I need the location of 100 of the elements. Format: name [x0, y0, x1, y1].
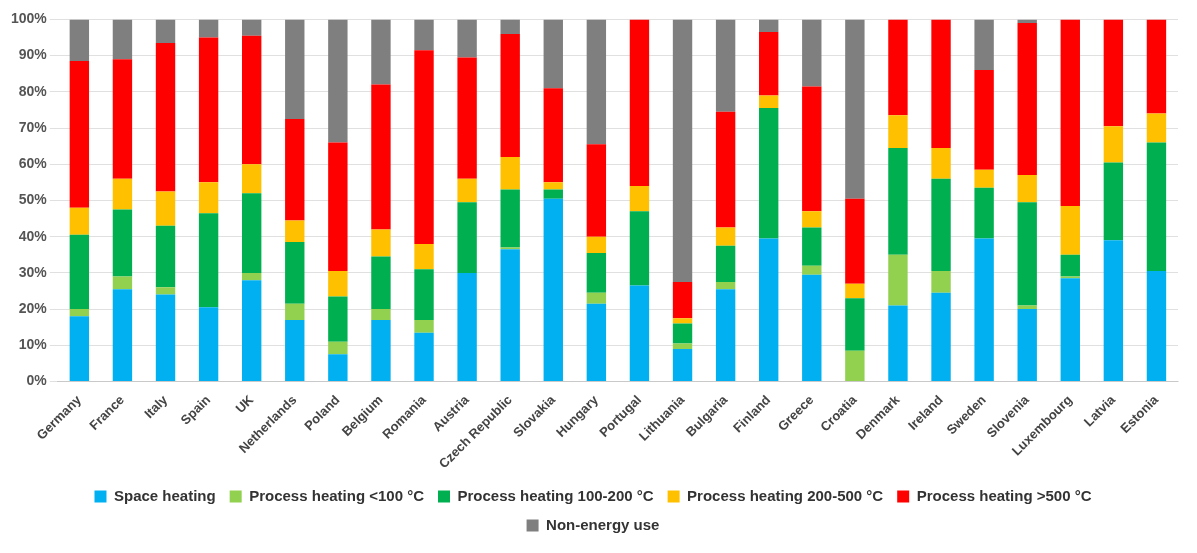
- bar: [414, 269, 434, 320]
- bar: [112, 19, 133, 60]
- y-tick-label: 40%: [18, 227, 48, 244]
- bar: [672, 318, 693, 324]
- bar: [715, 289, 736, 382]
- bar: [586, 19, 607, 145]
- bar: [543, 189, 563, 199]
- bar: [802, 227, 822, 266]
- bar: [69, 309, 90, 317]
- bar: [112, 59, 133, 179]
- bar: [500, 157, 520, 190]
- bar: [543, 19, 563, 89]
- bar: [500, 19, 520, 34]
- bar: [328, 341, 348, 355]
- bar: [802, 265, 822, 275]
- bar: [155, 225, 176, 288]
- bar: [672, 19, 693, 282]
- bar: [586, 252, 607, 293]
- bar: [974, 187, 994, 239]
- bar: [112, 209, 133, 277]
- bar: [198, 213, 219, 308]
- bar: [155, 42, 176, 192]
- bar: [931, 147, 951, 179]
- bar: [285, 319, 305, 382]
- y-tick-label: 30%: [18, 263, 48, 280]
- bar: [155, 19, 176, 43]
- bar: [371, 309, 391, 320]
- bar: [586, 303, 607, 382]
- bar: [371, 229, 391, 257]
- bar: [328, 142, 348, 272]
- bar: [759, 108, 779, 239]
- y-tick-label: 100%: [10, 10, 48, 27]
- legend-label: Non-energy use: [546, 515, 660, 533]
- bar: [759, 238, 779, 382]
- bar: [457, 272, 477, 382]
- bar: [1060, 19, 1080, 206]
- bar: [112, 178, 133, 210]
- bar: [241, 164, 262, 194]
- bar: [241, 193, 262, 273]
- bar: [371, 84, 391, 230]
- legend-label: Process heating 100-200 °C: [457, 486, 654, 504]
- bar: [457, 178, 477, 203]
- bar: [629, 185, 650, 212]
- y-tick-label: 70%: [18, 118, 48, 135]
- bar: [285, 220, 305, 243]
- bar: [1146, 19, 1167, 114]
- bar: [285, 242, 305, 304]
- legend-label: Process heating 200-500 °C: [687, 486, 884, 504]
- bar: [931, 178, 951, 272]
- bar: [1060, 278, 1080, 382]
- bar: [285, 118, 305, 221]
- bar: [1017, 305, 1037, 310]
- bar: [69, 234, 90, 310]
- bar: [888, 305, 908, 382]
- bar: [155, 294, 176, 382]
- bar: [974, 70, 994, 170]
- y-tick-label: 20%: [18, 299, 48, 316]
- bar: [586, 292, 607, 304]
- bar: [69, 19, 90, 62]
- bar: [672, 348, 693, 382]
- bar: [845, 283, 865, 299]
- bar: [845, 298, 865, 351]
- bar: [198, 307, 219, 382]
- bar: [629, 211, 650, 286]
- bar: [241, 272, 262, 281]
- bar: [1017, 202, 1037, 306]
- bar: [371, 19, 391, 85]
- bar: [1146, 142, 1167, 272]
- y-tick-label: 80%: [18, 82, 48, 99]
- y-tick-label: 10%: [18, 336, 48, 353]
- bar: [672, 343, 693, 349]
- bar: [759, 19, 779, 33]
- bar: [414, 319, 434, 333]
- bar: [888, 19, 908, 116]
- bar: [715, 227, 736, 246]
- bar: [457, 57, 477, 179]
- bar: [155, 287, 176, 295]
- bar: [931, 19, 951, 148]
- bar: [1146, 113, 1167, 143]
- y-tick-label: 60%: [18, 155, 48, 172]
- bar: [1103, 19, 1124, 127]
- bar: [715, 245, 736, 282]
- bar: [69, 61, 90, 208]
- bar: [931, 271, 951, 293]
- bar: [586, 236, 607, 253]
- bar: [888, 147, 908, 255]
- bar: [69, 207, 90, 235]
- y-tick-label: 50%: [18, 191, 48, 208]
- bar: [1103, 162, 1124, 241]
- bar: [672, 281, 693, 319]
- bar: [328, 19, 348, 143]
- bar: [198, 37, 219, 183]
- bar: [1103, 126, 1124, 163]
- bar: [1103, 240, 1124, 382]
- bar: [845, 19, 865, 199]
- bar: [241, 35, 262, 165]
- bar: [457, 202, 477, 273]
- y-tick-label: 90%: [18, 46, 48, 63]
- bar: [1146, 271, 1167, 382]
- bar: [845, 198, 865, 284]
